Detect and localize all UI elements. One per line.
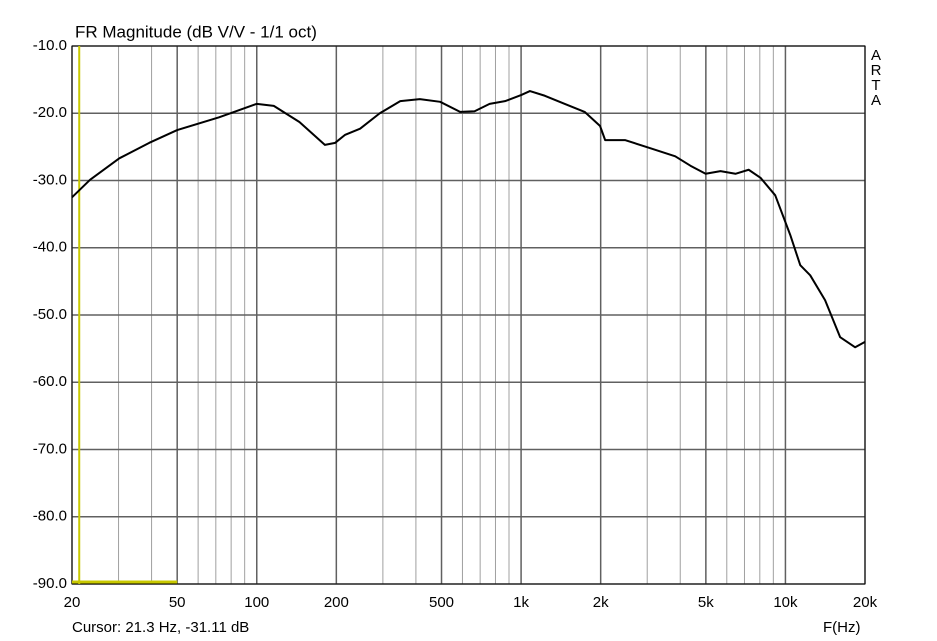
y-tick-label: -40.0 [33,239,67,256]
x-tick-label: 100 [244,594,269,611]
cursor-readout: Cursor: 21.3 Hz, -31.11 dB [72,619,249,636]
x-tick-label: 5k [698,594,714,611]
side-label: A [871,47,881,64]
x-tick-label: 20 [64,594,81,611]
x-axis-label: F(Hz) [823,619,861,636]
y-tick-label: -50.0 [33,306,67,323]
x-tick-label: 20k [853,594,878,611]
fr-curve [71,90,866,349]
y-tick-label: -30.0 [33,171,67,188]
y-tick-label: -90.0 [33,575,67,592]
x-tick-label: 1k [513,594,529,611]
x-tick-label: 200 [324,594,349,611]
x-tick-label: 10k [773,594,798,611]
chart-title: FR Magnitude (dB V/V - 1/1 oct) [75,22,317,41]
y-tick-label: -10.0 [33,37,67,54]
x-tick-label: 500 [429,594,454,611]
side-label: A [871,92,881,109]
y-tick-label: -70.0 [33,440,67,457]
y-tick-label: -60.0 [33,373,67,390]
y-tick-label: -80.0 [33,508,67,525]
plot-frame [71,45,866,585]
y-tick-label: -20.0 [33,104,67,121]
x-tick-label: 2k [593,594,609,611]
x-tick-label: 50 [169,594,186,611]
side-label: R [871,62,882,79]
side-label: T [871,77,880,94]
